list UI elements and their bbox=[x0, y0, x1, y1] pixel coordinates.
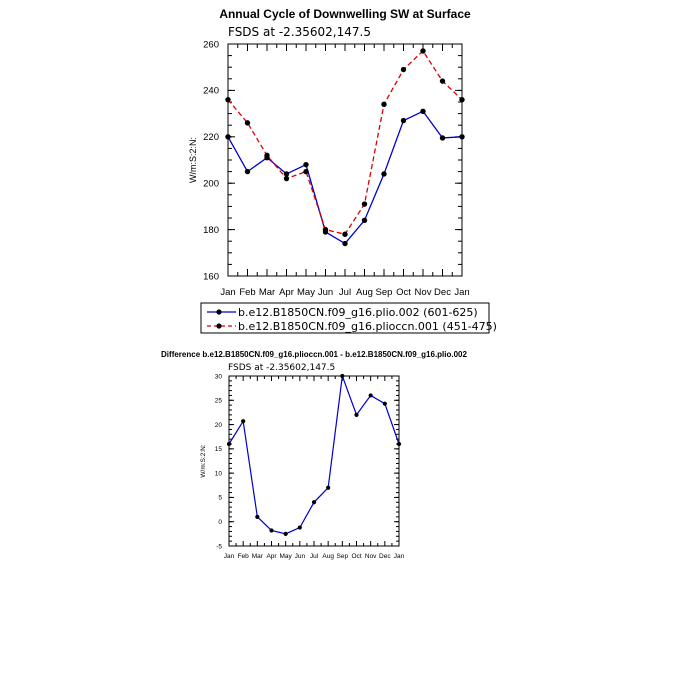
top-chart-legend: b.e12.B1850CN.f09_g16.plio.002 (601-625)… bbox=[200, 302, 497, 334]
y-tick-label: 30 bbox=[215, 373, 223, 380]
x-tick-label: Nov bbox=[415, 287, 432, 298]
x-tick-label: Aug bbox=[356, 287, 373, 298]
data-point-0 bbox=[311, 500, 317, 505]
data-point-1 bbox=[400, 66, 407, 73]
data-point-0 bbox=[283, 171, 290, 177]
bottom-chart-subtitle: FSDS at -2.35602,147.5 bbox=[228, 363, 335, 373]
data-point-1 bbox=[342, 231, 348, 237]
data-point-1 bbox=[264, 152, 270, 159]
x-tick-label: Dec bbox=[379, 553, 391, 560]
x-tick-label: Sep bbox=[337, 553, 349, 560]
x-tick-label: Jun bbox=[318, 287, 333, 298]
y-tick-label: 160 bbox=[203, 271, 219, 282]
y-tick-label: 180 bbox=[203, 225, 219, 236]
x-tick-label: Mar bbox=[252, 553, 264, 560]
data-point-0 bbox=[400, 117, 407, 124]
y-tick-label: 15 bbox=[215, 446, 223, 453]
series-line-1 bbox=[227, 49, 463, 235]
data-point-0 bbox=[459, 134, 465, 140]
x-tick-label: Sep bbox=[376, 287, 393, 298]
data-point-0 bbox=[303, 161, 309, 168]
data-point-0 bbox=[283, 531, 288, 536]
x-tick-label: Jan bbox=[220, 287, 235, 298]
legend-marker-plio bbox=[216, 309, 222, 315]
data-point-0 bbox=[226, 441, 232, 447]
top-chart-title: Annual Cycle of Downwelling SW at Surfac… bbox=[219, 7, 471, 21]
data-point-1 bbox=[381, 101, 387, 108]
data-point-0 bbox=[420, 108, 426, 114]
data-point-0 bbox=[361, 217, 368, 224]
y-tick-label: 200 bbox=[203, 179, 219, 190]
top-chart-ylabel: W/m:S:2:N: bbox=[188, 137, 198, 183]
data-point-1 bbox=[322, 226, 329, 233]
data-point-1 bbox=[361, 201, 368, 207]
bottom-chart: Difference b.e12.B1850CN.f09_g16.plioccn… bbox=[161, 350, 467, 560]
y-tick-label: 10 bbox=[215, 470, 223, 477]
x-tick-label: Apr bbox=[279, 287, 294, 298]
y-tick-label: 0 bbox=[218, 519, 222, 526]
x-tick-label: Jan bbox=[224, 553, 235, 560]
x-tick-label: Jul bbox=[310, 553, 319, 560]
data-point-0 bbox=[342, 240, 348, 247]
x-tick-label: Jul bbox=[339, 287, 351, 298]
data-point-1 bbox=[459, 96, 465, 103]
bottom-plot-frame bbox=[228, 375, 400, 547]
y-tick-label: 240 bbox=[203, 86, 219, 97]
legend-entry-plioccn: b.e12.B1850CN.f09_g16.plioccn.001 (451-4… bbox=[207, 320, 497, 333]
data-point-1 bbox=[303, 168, 309, 175]
series-line-0 bbox=[227, 110, 463, 245]
x-tick-label: Feb bbox=[239, 287, 255, 298]
x-tick-label: Aug bbox=[322, 553, 334, 560]
x-tick-label: Mar bbox=[259, 287, 275, 298]
data-point-1 bbox=[283, 175, 290, 182]
bottom-chart-title: Difference b.e12.B1850CN.f09_g16.plioccn… bbox=[161, 350, 467, 359]
y-tick-label: 5 bbox=[218, 495, 222, 502]
x-tick-label: May bbox=[280, 553, 293, 560]
y-tick-label: 220 bbox=[203, 132, 219, 143]
data-point-0 bbox=[225, 134, 231, 140]
data-point-0 bbox=[382, 401, 387, 406]
data-point-0 bbox=[326, 485, 331, 490]
data-point-0 bbox=[368, 393, 373, 398]
bottom-chart-ylabel: W/m:S:2:N: bbox=[200, 444, 207, 477]
data-point-0 bbox=[439, 135, 446, 141]
data-point-1 bbox=[439, 78, 446, 84]
x-tick-label: Jan bbox=[454, 287, 469, 298]
legend-box bbox=[200, 302, 490, 334]
y-tick-label: 20 bbox=[215, 422, 223, 429]
y-tick-label: 25 bbox=[215, 398, 223, 405]
data-point-0 bbox=[269, 528, 274, 533]
x-tick-label: May bbox=[297, 287, 315, 298]
data-point-1 bbox=[244, 120, 251, 126]
data-point-0 bbox=[340, 373, 345, 379]
legend-label-plio: b.e12.B1850CN.f09_g16.plio.002 (601-625) bbox=[238, 306, 478, 319]
y-tick-label: 260 bbox=[203, 39, 219, 50]
x-tick-label: Jun bbox=[295, 553, 306, 560]
legend-label-plioccn: b.e12.B1850CN.f09_g16.plioccn.001 (451-4… bbox=[238, 320, 497, 333]
data-point-1 bbox=[225, 96, 231, 103]
data-point-0 bbox=[396, 441, 402, 447]
x-tick-label: Jan bbox=[394, 553, 405, 560]
x-tick-label: Oct bbox=[351, 553, 361, 560]
x-tick-label: Dec bbox=[434, 287, 451, 298]
x-tick-label: Oct bbox=[396, 287, 411, 298]
x-tick-label: Apr bbox=[266, 553, 277, 560]
legend-marker-plioccn bbox=[216, 323, 222, 329]
y-tick-label: -5 bbox=[216, 543, 222, 550]
data-point-0 bbox=[354, 412, 359, 417]
data-point-0 bbox=[255, 514, 260, 519]
data-point-1 bbox=[420, 48, 426, 54]
top-chart: Annual Cycle of Downwelling SW at Surfac… bbox=[188, 7, 497, 334]
data-point-0 bbox=[297, 525, 302, 530]
x-tick-label: Nov bbox=[365, 553, 377, 560]
legend-entry-plio: b.e12.B1850CN.f09_g16.plio.002 (601-625) bbox=[207, 306, 478, 319]
x-tick-label: Feb bbox=[238, 553, 250, 560]
data-point-0 bbox=[381, 171, 387, 177]
top-chart-subtitle: FSDS at -2.35602,147.5 bbox=[228, 25, 371, 39]
data-point-0 bbox=[244, 168, 251, 175]
data-point-0 bbox=[241, 419, 246, 424]
series-line-0 bbox=[228, 375, 400, 535]
